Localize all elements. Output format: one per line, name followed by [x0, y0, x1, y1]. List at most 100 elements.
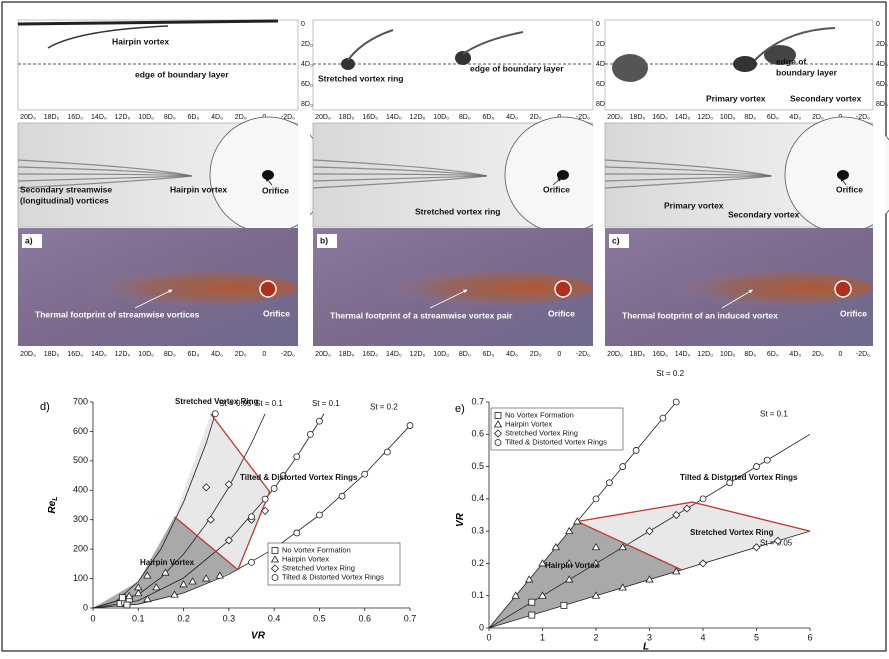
y-tick-label: 600 [73, 426, 88, 436]
marker-circle [316, 418, 322, 424]
height-scale-label: 0 [596, 21, 600, 28]
streamwise-scale-label: 14D₀ [91, 114, 107, 121]
marker-circle [754, 464, 760, 470]
marker-circle [249, 559, 255, 565]
streamwise-scale-label: 16D₀ [652, 114, 668, 121]
legend-label: No Vortex Formation [282, 545, 351, 554]
y-tick-label: 0.4 [471, 493, 484, 503]
streamwise-scale-label: 18D₀ [339, 351, 355, 358]
streamwise-scale-label: 20D₀ [315, 351, 331, 358]
streamwise-scale-label: 16D₀ [362, 351, 378, 358]
panel-letter: a) [25, 235, 33, 245]
x-tick-label: 2 [593, 632, 598, 642]
streamwise-scale-label: 20D₀ [607, 114, 623, 121]
streamwise-scale-label: 10D₀ [138, 351, 154, 358]
streamwise-scale-label: 0 [557, 351, 561, 358]
x-tick-label: 0.3 [223, 613, 236, 623]
streamwise-scale-label: 20D₀ [607, 351, 623, 358]
vortex-blob [733, 56, 757, 72]
streamwise-scale-label: 2D₀ [235, 114, 247, 121]
legend-symbol [495, 413, 501, 419]
x-tick-label: 0.7 [404, 613, 417, 623]
thermal-label: Orifice [263, 308, 290, 318]
side-label: Primary vortex [706, 93, 766, 103]
streamwise-scale-label: 14D₀ [675, 114, 691, 121]
streamwise-scale-label: 14D₀ [386, 351, 402, 358]
marker-circle [294, 530, 300, 536]
streamwise-scale-label: 16D₀ [362, 114, 378, 121]
region-annotation: Stretched Vortex Ring [690, 528, 774, 537]
top-label: Orifice [262, 185, 289, 195]
thermal-orifice [260, 281, 276, 297]
top-label: (longitudinal) vortices [20, 195, 109, 205]
y-tick-label: 0.2 [471, 558, 484, 568]
panel-letter: c) [612, 235, 620, 245]
region-annotation: Hairpin Vortex [545, 561, 600, 570]
streamwise-scale-label: 8D₀ [164, 114, 176, 121]
marker-circle [271, 486, 277, 492]
y-tick-label: 500 [73, 455, 88, 465]
x-axis-label: L [643, 642, 649, 653]
streamwise-scale-label: 8D₀ [744, 351, 756, 358]
figure: 0 2D₀ 4D₀ 6D₀ 8D₀ 20D₀ 18D₀ 16D₀ 14D₀ 1 2D₀ 10D₀ 8D₀… [0, 0, 889, 654]
streamwise-scale-label: 20D₀ [20, 114, 36, 121]
side-label: boundary layer [776, 67, 838, 77]
streamwise-scale-label: 6D₀ [767, 351, 779, 358]
streamwise-scale-label: 6D₀ [483, 351, 495, 358]
top-label: Stretched vortex ring [415, 206, 501, 216]
legend-label: Stretched Vortex Ring [505, 428, 578, 437]
st-label: St = 0.1 [312, 399, 340, 408]
vortex-blob [612, 54, 648, 82]
region-annotation: Tilted & Distorted Vortex Rings [240, 473, 358, 482]
height-scale-label: 6D₀ [301, 81, 313, 88]
streamwise-scale-label: -2D₀ [856, 351, 870, 358]
streamwise-scale-label: 4D₀ [211, 114, 223, 121]
x-tick-label: 0 [486, 632, 491, 642]
y-tick-label: 0.5 [471, 461, 484, 471]
streamwise-scale-label: 4D₀ [789, 351, 801, 358]
streamwise-scale-label: 14D₀ [386, 114, 402, 121]
top-view-mask [298, 110, 310, 240]
marker-circle [362, 471, 368, 477]
y-tick-label: 0.1 [471, 590, 484, 600]
region-annotation: Stretched Vortex Ring [175, 397, 259, 406]
y-axis-label-main: VR [455, 512, 466, 527]
streamwise-scale-label: 8D₀ [459, 114, 471, 121]
x-tick-label: 0.6 [358, 613, 371, 623]
thermal-label: Thermal footprint of a streamwise vortex… [330, 310, 513, 320]
top-label: Orifice [836, 184, 863, 194]
streamwise-scale-label: 10D₀ [720, 114, 736, 121]
streamwise-scale-label: 2D₀ [530, 351, 542, 358]
marker-circle [294, 454, 300, 460]
height-scale-label: 2D₀ [876, 41, 888, 48]
y-tick-label: 0 [479, 622, 484, 632]
st-label: St = 0.1 [760, 409, 788, 418]
streamwise-scale-label: 10D₀ [720, 351, 736, 358]
y-tick-label: 0 [83, 602, 88, 612]
y-tick-label: 0.6 [471, 429, 484, 439]
st-label: St = 0.1 [255, 399, 283, 408]
streamwise-scale-label: 4D₀ [211, 351, 223, 358]
streamwise-scale-label: 10D₀ [433, 114, 449, 121]
marker-circle [316, 512, 322, 518]
streamwise-scale-label: 18D₀ [339, 114, 355, 121]
top-label: Secondary vortex [728, 209, 800, 219]
y-axis-label: VR [455, 512, 466, 527]
streamwise-scale-label: -2D₀ [576, 351, 590, 358]
side-view [18, 20, 298, 110]
thermal-label: Thermal footprint of streamwise vortices [35, 309, 200, 319]
marker-circle [212, 411, 218, 417]
streamwise-scale-label: 4D₀ [506, 114, 518, 121]
height-scale-label: 4D₀ [876, 61, 888, 68]
thermal-orifice [555, 281, 571, 297]
streamwise-scale-label: 16D₀ [652, 351, 668, 358]
x-tick-label: 1 [540, 632, 545, 642]
marker-circle [606, 480, 612, 486]
side-label: Hairpin vortex [112, 36, 169, 46]
x-tick-label: 0 [90, 613, 95, 623]
streamwise-scale-label: 18D₀ [630, 114, 646, 121]
legend-label: Hairpin Vortex [282, 554, 329, 563]
streamwise-scale-label: 20D₀ [315, 114, 331, 121]
legend-label: Tilted & Distorted Vortex Rings [505, 437, 607, 446]
side-label: Stretched vortex ring [318, 73, 404, 83]
